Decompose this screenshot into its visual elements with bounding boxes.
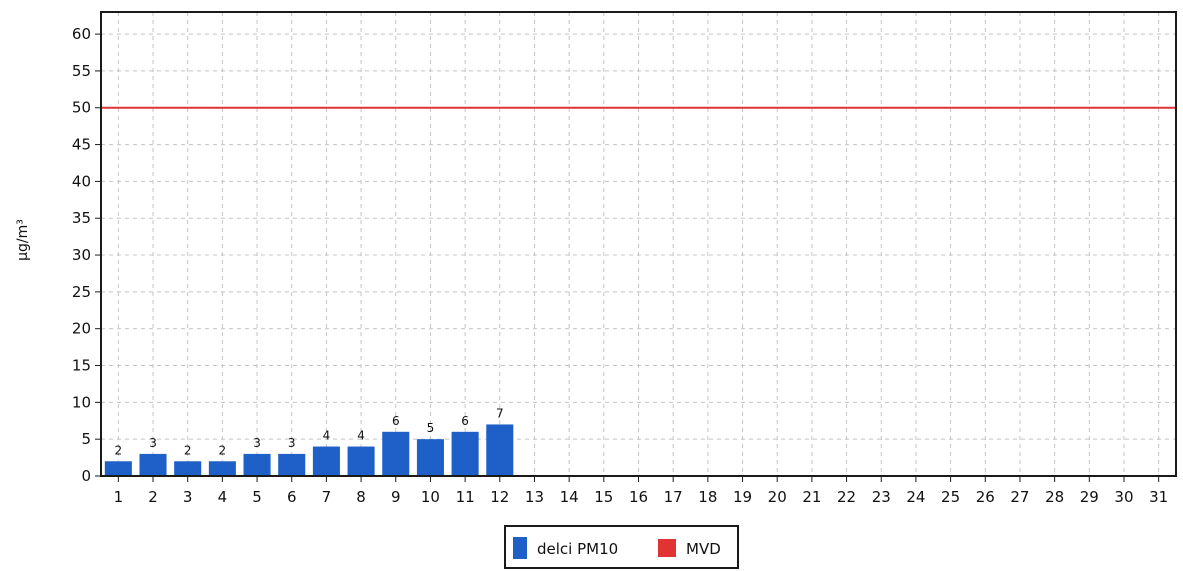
legend-box [504, 525, 739, 569]
x-tick-label: 26 [976, 488, 995, 506]
legend-label-pm10: delci PM10 [537, 540, 618, 558]
x-tick-label: 30 [1114, 488, 1133, 506]
data-label-day-9: 6 [392, 414, 400, 428]
x-tick-label: 9 [391, 488, 401, 506]
legend-label-mvd: MVD [686, 540, 721, 558]
bar-day-10 [416, 439, 444, 476]
grid [101, 12, 1176, 476]
x-tick-label: 10 [421, 488, 440, 506]
y-tick-label: 40 [72, 172, 91, 190]
x-tick-label: 13 [525, 488, 544, 506]
legend-swatch-mvd [658, 539, 676, 557]
data-label-day-10: 5 [427, 421, 435, 435]
x-tick-label: 31 [1149, 488, 1168, 506]
bar-day-5 [243, 453, 271, 476]
bar-day-6 [278, 453, 306, 476]
data-label-day-11: 6 [461, 414, 469, 428]
x-tick-label: 11 [456, 488, 475, 506]
bars [104, 424, 514, 476]
x-tick-label: 1 [114, 488, 124, 506]
y-tick-label: 45 [72, 136, 91, 154]
y-tick-label: 50 [72, 99, 91, 117]
y-tick-label: 25 [72, 283, 91, 301]
x-tick-label: 22 [837, 488, 856, 506]
x-tick-label: 5 [252, 488, 262, 506]
data-label-day-2: 3 [149, 436, 157, 450]
x-tick-label: 4 [218, 488, 228, 506]
x-axis: 1 2 3 4 5 6 7 8 9 10 11 12 13 14 15 16 17 18 19 20 21 22 23 24 2… [114, 476, 1168, 506]
x-tick-label: 18 [698, 488, 717, 506]
x-tick-label: 21 [802, 488, 821, 506]
bar-day-9 [382, 431, 410, 476]
x-tick-label: 15 [594, 488, 613, 506]
x-tick-label: 12 [490, 488, 509, 506]
y-tick-label: 30 [72, 246, 91, 264]
x-tick-label: 27 [1010, 488, 1029, 506]
bar-day-8 [347, 446, 375, 476]
bar-day-1 [104, 461, 132, 476]
x-tick-label: 29 [1080, 488, 1099, 506]
data-label-day-3: 2 [184, 443, 192, 457]
x-tick-label: 16 [629, 488, 648, 506]
bar-day-4 [208, 461, 236, 476]
data-labels: 2 3 2 2 3 3 4 4 6 5 6 7 [115, 406, 504, 457]
legend: delci PM10 MVD [504, 525, 739, 569]
bar-day-12 [486, 424, 514, 476]
y-tick-label: 60 [72, 25, 91, 43]
data-label-day-5: 3 [253, 436, 261, 450]
y-tick-label: 0 [81, 467, 91, 485]
y-axis: 0 5 10 15 20 25 30 35 40 45 50 55 60 [72, 25, 101, 485]
x-tick-label: 8 [356, 488, 366, 506]
y-tick-label: 20 [72, 320, 91, 338]
data-label-day-8: 4 [357, 429, 365, 443]
bar-day-2 [139, 453, 167, 476]
x-tick-label: 23 [872, 488, 891, 506]
x-tick-label: 20 [768, 488, 787, 506]
y-tick-label: 35 [72, 209, 91, 227]
bar-day-7 [312, 446, 340, 476]
bar-day-11 [451, 431, 479, 476]
x-tick-label: 6 [287, 488, 297, 506]
x-tick-label: 3 [183, 488, 193, 506]
bar-day-3 [174, 461, 202, 476]
y-tick-label: 15 [72, 357, 91, 375]
x-tick-label: 19 [733, 488, 752, 506]
data-label-day-12: 7 [496, 406, 504, 420]
y-tick-label: 55 [72, 62, 91, 80]
data-label-day-7: 4 [323, 429, 331, 443]
x-tick-label: 2 [148, 488, 158, 506]
data-label-day-6: 3 [288, 436, 296, 450]
x-tick-label: 28 [1045, 488, 1064, 506]
y-tick-label: 5 [81, 430, 91, 448]
x-tick-label: 14 [560, 488, 579, 506]
data-label-day-1: 2 [115, 443, 123, 457]
data-label-day-4: 2 [219, 443, 227, 457]
y-axis-label: µg/m³ [15, 219, 31, 261]
x-tick-label: 25 [941, 488, 960, 506]
x-tick-label: 17 [664, 488, 683, 506]
y-tick-label: 10 [72, 393, 91, 411]
legend-swatch-pm10 [513, 537, 527, 559]
x-tick-label: 7 [322, 488, 332, 506]
x-tick-label: 24 [906, 488, 925, 506]
